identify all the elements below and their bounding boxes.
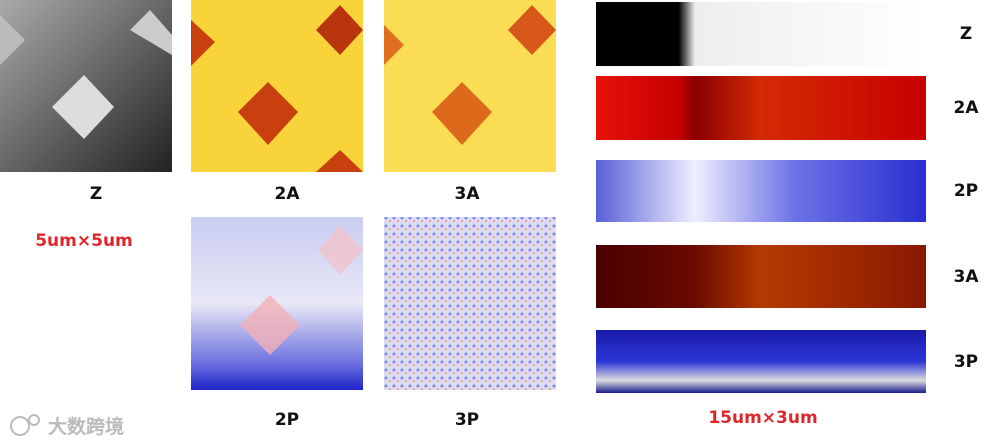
- z-image: [0, 0, 172, 172]
- strip-label: 3A: [953, 267, 979, 287]
- panel-label: Z: [89, 184, 103, 204]
- 3a-image: [384, 0, 556, 172]
- 2a-image: [191, 0, 363, 172]
- panel-label: 3P: [454, 410, 480, 430]
- panel-label: 2P: [274, 410, 300, 430]
- 2p-strip: [596, 160, 926, 222]
- 3a-strip: [596, 245, 926, 308]
- scale-label: 15um×3um: [708, 408, 818, 428]
- 3p-image: [384, 217, 556, 390]
- watermark-logo: [10, 414, 40, 436]
- 2a-strip: [596, 76, 926, 140]
- strip-label: 3P: [953, 352, 979, 372]
- strip-label: 2P: [953, 181, 979, 201]
- panel-label: 2A: [274, 184, 300, 204]
- strip-label: Z: [959, 24, 973, 44]
- z-strip: [596, 2, 926, 66]
- scale-label: 5um×5um: [35, 231, 133, 251]
- strip-label: 2A: [953, 98, 979, 118]
- panel-label: 3A: [454, 184, 480, 204]
- 3p-strip: [596, 330, 926, 393]
- watermark: 大数跨境: [48, 416, 125, 438]
- 2p-image: [191, 217, 363, 390]
